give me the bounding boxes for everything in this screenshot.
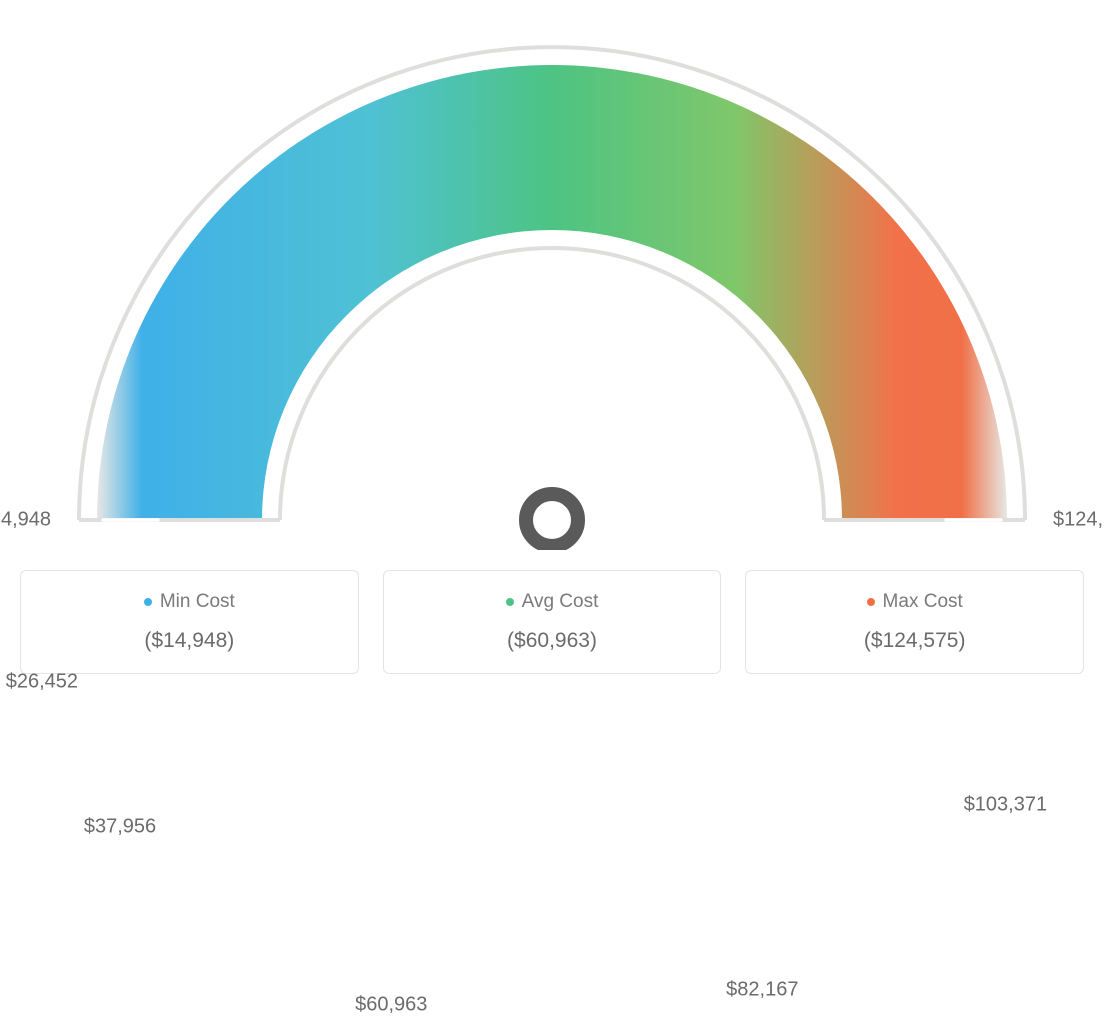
legend-title-max: Max Cost bbox=[756, 591, 1073, 613]
legend-value-max: ($124,575) bbox=[756, 629, 1073, 653]
gauge-svg bbox=[20, 20, 1084, 550]
legend-title-min-text: Min Cost bbox=[160, 591, 235, 612]
dot-max bbox=[867, 598, 875, 606]
legend-value-avg: ($60,963) bbox=[394, 629, 711, 653]
gauge-chart: $14,948$26,452$37,956$60,963$82,167$103,… bbox=[20, 20, 1084, 550]
gauge-scale-label: $26,452 bbox=[6, 671, 78, 694]
legend-title-avg: Avg Cost bbox=[394, 591, 711, 613]
legend-title-max-text: Max Cost bbox=[883, 591, 963, 612]
gauge-scale-label: $82,167 bbox=[726, 978, 798, 1001]
gauge-scale-label: $60,963 bbox=[355, 994, 427, 1017]
cost-gauge-widget: $14,948$26,452$37,956$60,963$82,167$103,… bbox=[20, 20, 1084, 674]
legend-value-min: ($14,948) bbox=[31, 629, 348, 653]
legend-title-avg-text: Avg Cost bbox=[522, 591, 599, 612]
legend-title-min: Min Cost bbox=[31, 591, 348, 613]
legend-card-avg: Avg Cost ($60,963) bbox=[383, 570, 722, 674]
legend-row: Min Cost ($14,948) Avg Cost ($60,963) Ma… bbox=[20, 570, 1084, 674]
dot-avg bbox=[506, 598, 514, 606]
gauge-scale-label: $37,956 bbox=[84, 816, 156, 839]
legend-card-max: Max Cost ($124,575) bbox=[745, 570, 1084, 674]
gauge-scale-label: $124,575 bbox=[1053, 509, 1104, 532]
gauge-scale-label: $103,371 bbox=[964, 794, 1047, 817]
dot-min bbox=[144, 598, 152, 606]
legend-card-min: Min Cost ($14,948) bbox=[20, 570, 359, 674]
gauge-scale-label: $14,948 bbox=[0, 509, 51, 532]
